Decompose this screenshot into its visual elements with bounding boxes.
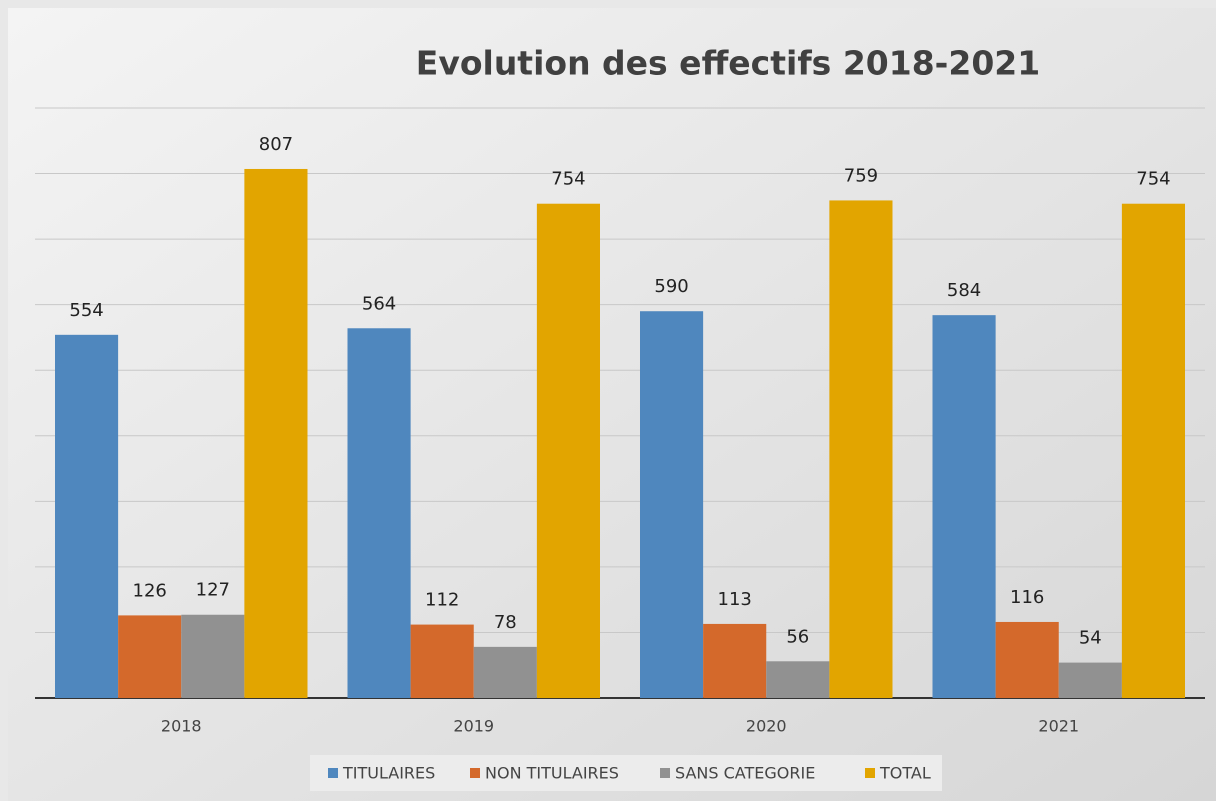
x-tick-label: 2021 (1038, 717, 1079, 736)
bar (766, 661, 830, 698)
bar (829, 200, 893, 698)
chart-title: Evolution des effectifs 2018-2021 (416, 44, 1040, 83)
data-label: 112 (425, 590, 459, 611)
legend-box (310, 755, 942, 791)
legend-label: SANS CATEGORIE (675, 764, 815, 783)
data-label: 126 (133, 580, 167, 601)
bar (1058, 662, 1122, 698)
data-label: 127 (196, 580, 230, 601)
bar (1121, 203, 1185, 698)
data-label: 554 (69, 300, 103, 321)
data-label: 759 (844, 165, 878, 186)
bar (932, 315, 996, 698)
data-label: 113 (718, 589, 752, 610)
data-label: 754 (1136, 169, 1170, 190)
bar (118, 615, 182, 698)
data-label: 590 (654, 276, 688, 297)
legend-label: TOTAL (879, 764, 931, 783)
bar (410, 624, 474, 698)
x-tick-label: 2019 (453, 717, 494, 736)
legend-label: NON TITULAIRES (485, 764, 619, 783)
legend-label: TITULAIRES (342, 764, 435, 783)
bar (473, 646, 537, 698)
bar (703, 623, 767, 698)
x-tick-label: 2020 (746, 717, 787, 736)
data-label: 584 (947, 280, 981, 301)
data-label: 78 (494, 612, 517, 633)
data-label: 116 (1010, 587, 1044, 608)
data-label: 564 (362, 293, 396, 314)
bar (640, 311, 704, 698)
x-tick-label: 2018 (161, 717, 202, 736)
legend-swatch (470, 768, 480, 778)
bar (995, 621, 1059, 698)
bar (347, 328, 411, 698)
data-label: 754 (551, 169, 585, 190)
data-label: 54 (1079, 628, 1102, 649)
data-label: 56 (786, 626, 809, 647)
legend-swatch (660, 768, 670, 778)
bar (244, 168, 308, 698)
legend-swatch (865, 768, 875, 778)
bar (181, 614, 245, 698)
data-label: 807 (259, 134, 293, 155)
legend-swatch (328, 768, 338, 778)
bar (55, 334, 119, 698)
bar (536, 203, 600, 698)
